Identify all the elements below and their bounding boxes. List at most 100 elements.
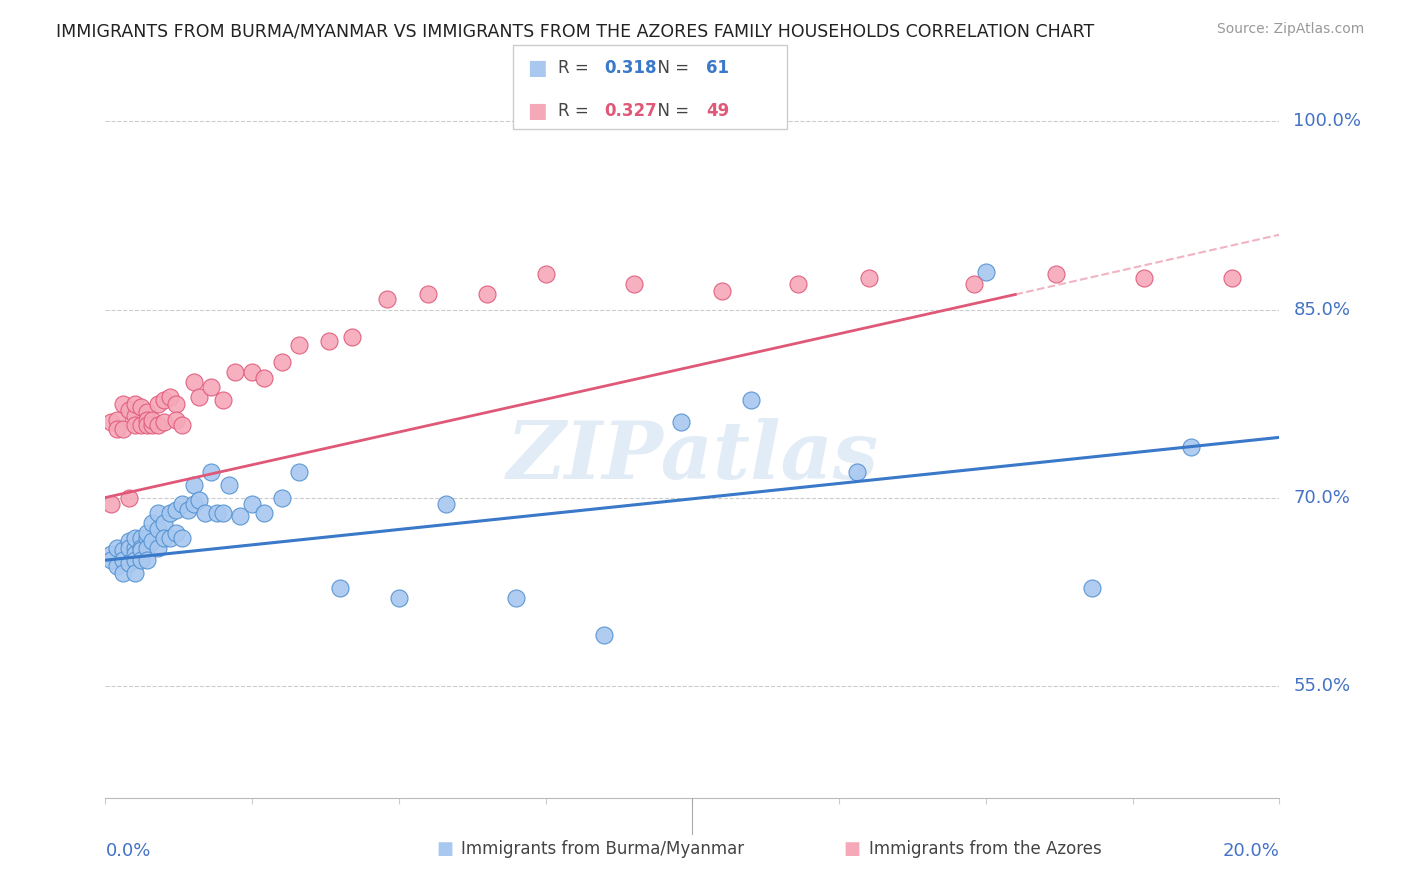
Point bbox=[124, 396, 146, 410]
Point bbox=[118, 556, 141, 570]
Point bbox=[710, 284, 733, 298]
Text: Source: ZipAtlas.com: Source: ZipAtlas.com bbox=[1216, 22, 1364, 37]
Point bbox=[388, 591, 411, 605]
Point bbox=[153, 531, 176, 545]
Point bbox=[200, 380, 222, 394]
Point bbox=[165, 396, 187, 410]
Point bbox=[124, 547, 146, 561]
Point bbox=[963, 277, 986, 292]
Text: ■: ■ bbox=[527, 58, 547, 78]
Point bbox=[375, 293, 398, 307]
Point bbox=[135, 541, 157, 555]
Point bbox=[170, 417, 193, 432]
Point bbox=[740, 392, 762, 407]
Point bbox=[623, 277, 645, 292]
Point bbox=[211, 392, 233, 407]
Text: 20.0%: 20.0% bbox=[1223, 842, 1279, 860]
Text: N =: N = bbox=[647, 60, 695, 78]
Point bbox=[534, 268, 557, 282]
Point bbox=[100, 497, 122, 511]
Text: R =: R = bbox=[558, 102, 595, 120]
Point bbox=[270, 355, 292, 369]
Point bbox=[845, 466, 868, 480]
Point bbox=[105, 559, 128, 574]
Point bbox=[112, 543, 135, 558]
Point bbox=[124, 566, 146, 580]
Point bbox=[434, 497, 457, 511]
Point bbox=[593, 628, 616, 642]
Point bbox=[1133, 271, 1156, 285]
Point bbox=[475, 287, 498, 301]
Point bbox=[165, 413, 187, 427]
Point bbox=[148, 541, 170, 555]
Point bbox=[118, 541, 141, 555]
Point bbox=[153, 415, 176, 429]
Point bbox=[270, 491, 292, 505]
Text: N =: N = bbox=[647, 102, 695, 120]
Point bbox=[148, 396, 170, 410]
Point bbox=[124, 417, 146, 432]
Text: 49: 49 bbox=[706, 102, 730, 120]
Point bbox=[135, 405, 157, 419]
Point bbox=[240, 497, 263, 511]
Point bbox=[135, 417, 157, 432]
Point bbox=[188, 493, 211, 508]
Point bbox=[141, 516, 163, 530]
Point bbox=[135, 413, 157, 427]
Text: 55.0%: 55.0% bbox=[1294, 676, 1351, 695]
Point bbox=[153, 392, 176, 407]
Point bbox=[183, 478, 205, 492]
Point bbox=[105, 421, 128, 435]
Text: ZIPatlas: ZIPatlas bbox=[506, 418, 879, 495]
Point bbox=[129, 553, 152, 567]
Point bbox=[129, 541, 152, 555]
Point bbox=[211, 506, 233, 520]
Point bbox=[188, 390, 211, 404]
Point bbox=[418, 287, 440, 301]
Point bbox=[135, 553, 157, 567]
Point bbox=[112, 553, 135, 567]
Point bbox=[1180, 441, 1202, 455]
Point bbox=[165, 525, 187, 540]
Point bbox=[135, 525, 157, 540]
Point bbox=[288, 337, 311, 351]
Point bbox=[148, 522, 170, 536]
Point bbox=[200, 466, 222, 480]
Point bbox=[141, 417, 163, 432]
Point bbox=[253, 506, 276, 520]
Text: IMMIGRANTS FROM BURMA/MYANMAR VS IMMIGRANTS FROM THE AZORES FAMILY HOUSEHOLDS CO: IMMIGRANTS FROM BURMA/MYANMAR VS IMMIGRA… bbox=[56, 22, 1094, 40]
Point bbox=[129, 401, 152, 415]
Point bbox=[669, 415, 692, 429]
Point bbox=[159, 506, 181, 520]
Point bbox=[1222, 271, 1244, 285]
Point bbox=[105, 413, 128, 427]
Point bbox=[858, 271, 880, 285]
Point bbox=[124, 409, 146, 423]
Text: ■: ■ bbox=[527, 101, 547, 120]
Point bbox=[124, 541, 146, 555]
Point bbox=[218, 478, 240, 492]
Point bbox=[183, 375, 205, 389]
Point bbox=[505, 591, 527, 605]
Point bbox=[183, 497, 205, 511]
Point bbox=[787, 277, 810, 292]
Text: 85.0%: 85.0% bbox=[1294, 301, 1350, 318]
Text: 100.0%: 100.0% bbox=[1294, 112, 1361, 130]
Point bbox=[105, 541, 128, 555]
Point bbox=[129, 543, 152, 558]
Point bbox=[1045, 268, 1067, 282]
Point bbox=[118, 534, 141, 549]
Point bbox=[165, 503, 187, 517]
Point bbox=[129, 417, 152, 432]
Text: Immigrants from Burma/Myanmar: Immigrants from Burma/Myanmar bbox=[461, 840, 744, 858]
Text: 0.327: 0.327 bbox=[605, 102, 658, 120]
Point bbox=[148, 417, 170, 432]
Point bbox=[340, 330, 363, 344]
Point bbox=[159, 531, 181, 545]
Text: 0.318: 0.318 bbox=[605, 60, 657, 78]
Point bbox=[148, 506, 170, 520]
Text: Immigrants from the Azores: Immigrants from the Azores bbox=[869, 840, 1102, 858]
Point bbox=[205, 506, 228, 520]
Point bbox=[159, 390, 181, 404]
Point bbox=[118, 491, 141, 505]
